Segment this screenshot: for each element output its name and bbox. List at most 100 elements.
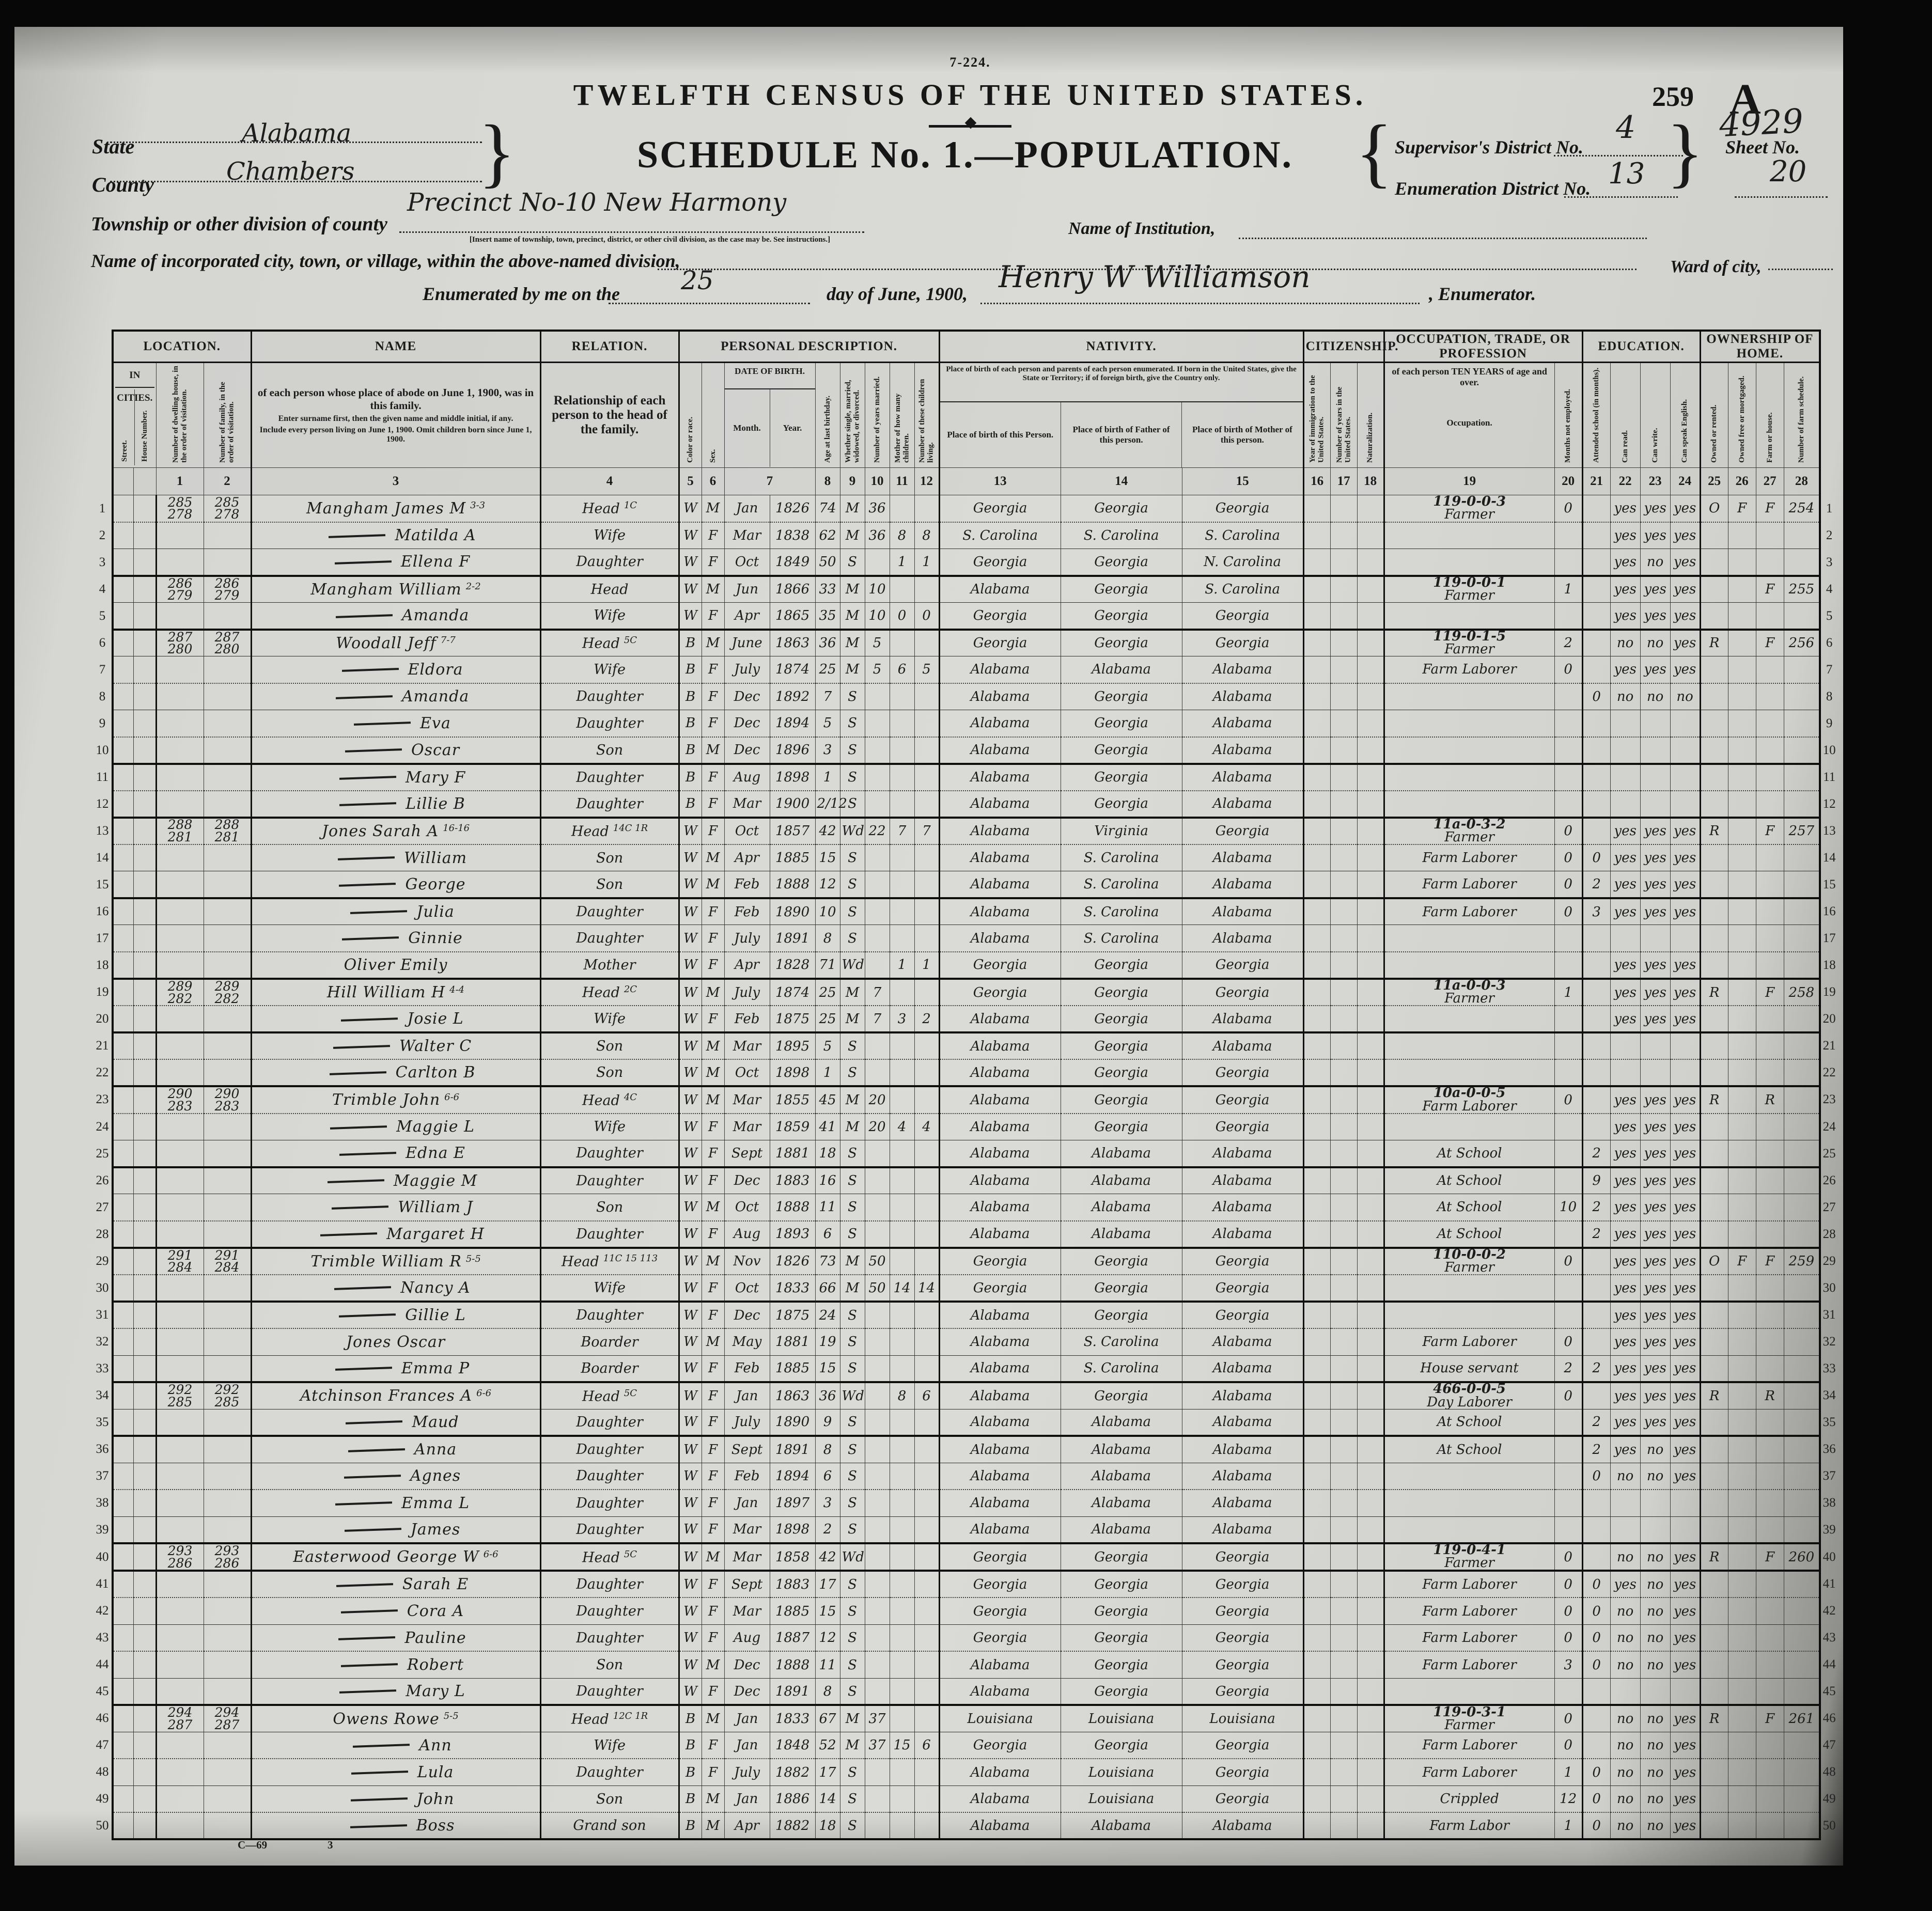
- cell-pb: Alabama: [938, 844, 1061, 872]
- cell-rel: Wife: [539, 656, 679, 684]
- cell-ma: S: [839, 737, 865, 765]
- cell-cl: [914, 1758, 940, 1786]
- table-row: 26 Maggie M Daughter W F Dec 1883 16 S Alabama Ala…: [93, 1167, 1837, 1195]
- cell-yr: 1875: [769, 1005, 816, 1034]
- cell-occ: [1383, 710, 1555, 738]
- census-table: LOCATION. NAME RELATION. PERSONAL DESCRI…: [93, 330, 1837, 1841]
- cell-ym: 37: [864, 1704, 890, 1732]
- relation-annotation: 4C: [624, 1091, 637, 1103]
- cell-rd: no: [1610, 1812, 1641, 1841]
- cell-occ: Farm Laborer: [1383, 1597, 1555, 1625]
- cell-wr: no: [1640, 1624, 1671, 1652]
- table-row: 48 Lula Daughter B F July 1882 17 S Alabama Louisi…: [93, 1758, 1837, 1786]
- row-number-right: 19: [1822, 985, 1836, 999]
- cell-fh: [1755, 1624, 1784, 1652]
- row-number-left: 3: [99, 555, 106, 569]
- cell-age: 3: [815, 737, 840, 765]
- cell-fam: 290 283: [203, 1086, 252, 1114]
- cell-fh: [1755, 951, 1784, 980]
- cell-nat: [1357, 1382, 1384, 1409]
- cell-fam: 286 279: [203, 575, 252, 603]
- col-can-write: Can write.: [1640, 362, 1671, 468]
- cell-house: [133, 978, 157, 1007]
- cell-name: Eldora: [250, 656, 541, 684]
- cell-c: W: [678, 1274, 702, 1303]
- cell-age: 17: [815, 1570, 840, 1599]
- cell-age: 36: [815, 1382, 840, 1409]
- cell-wr: [1640, 1678, 1671, 1706]
- incorporated-label: Name of incorporated city, town, or vill…: [91, 250, 680, 271]
- table-row: 17 Ginnie Daughter W F July 1891 8 S Alabama S. Ca…: [93, 925, 1837, 952]
- cell-pb: Alabama: [938, 1328, 1061, 1356]
- institution-label: Name of Institution,: [1068, 219, 1216, 238]
- cell-mc: [889, 1462, 915, 1491]
- cell-en: [1670, 1059, 1701, 1088]
- ditto-mark: [344, 1528, 401, 1532]
- cell-street: [112, 656, 134, 684]
- cell-fs: 258: [1783, 978, 1821, 1007]
- cell-house: [133, 1274, 157, 1303]
- cell-fs: [1783, 898, 1821, 926]
- cell-yr: 1900: [769, 790, 816, 819]
- cell-house: [133, 1086, 157, 1114]
- cell-yr: 1898: [769, 1516, 816, 1545]
- cell-s: M: [701, 1247, 725, 1276]
- cell-yus: [1330, 1220, 1358, 1249]
- cell-yus: [1330, 817, 1358, 845]
- cell-pm: Georgia: [1181, 1301, 1304, 1329]
- col-school: Attended school (in months).: [1581, 362, 1611, 468]
- cell-pm: Georgia: [1181, 1678, 1304, 1706]
- cell-cl: [914, 1785, 940, 1813]
- cell-c: B: [678, 683, 702, 710]
- cell-nat: [1357, 737, 1384, 765]
- cell-house: [133, 1140, 157, 1168]
- cell-rd: no: [1610, 1597, 1641, 1625]
- cell-mc: 1: [889, 549, 915, 577]
- cell-age: 6: [815, 1220, 840, 1249]
- cell-dw: [155, 683, 204, 710]
- cell-pb: Alabama: [938, 817, 1061, 845]
- cell-mc: [889, 1408, 915, 1437]
- cell-pf: Georgia: [1060, 1678, 1182, 1706]
- cell-pb: Georgia: [938, 1597, 1061, 1625]
- cell-ym: [864, 1328, 890, 1356]
- cell-pm: Georgia: [1181, 495, 1304, 523]
- col-years-in-us: Number of years in the United States.: [1330, 362, 1358, 468]
- cell-me: [1554, 549, 1583, 577]
- cell-name: Anna: [250, 1435, 541, 1463]
- cell-dw: [155, 1355, 204, 1384]
- cell-fm: [1727, 898, 1756, 926]
- cell-yus: [1330, 575, 1358, 603]
- row-number-left: 28: [96, 1227, 109, 1241]
- cell-pf: Georgia: [1060, 1570, 1182, 1599]
- cell-pf: S. Carolina: [1060, 1355, 1182, 1384]
- cell-dw: [155, 1408, 204, 1437]
- ward-rule: [1768, 269, 1833, 270]
- group-name: NAME: [250, 330, 541, 363]
- cell-mc: [889, 1220, 915, 1249]
- cell-ow: [1699, 871, 1728, 899]
- cell-cl: [914, 575, 940, 603]
- row-number-right: 4: [1826, 582, 1833, 596]
- table-row: 20 Josie L Wife W F Feb 1875 25 M 7 3 2 Alabama Georg…: [93, 1005, 1837, 1034]
- cell-mc: [889, 1678, 915, 1706]
- table-row: 50 Boss Grand son B M Apr 1882 18 S Alabama Alabam…: [93, 1812, 1837, 1841]
- cell-rd: [1610, 1059, 1641, 1088]
- cell-s: F: [701, 1005, 725, 1034]
- cell-pf: Alabama: [1060, 1489, 1182, 1517]
- row-number-right: 15: [1822, 877, 1836, 891]
- cell-fs: 259: [1783, 1247, 1821, 1276]
- cell-fm: [1727, 1032, 1756, 1060]
- cell-age: 41: [815, 1113, 840, 1141]
- cell-at: [1581, 1704, 1611, 1732]
- cell-fh: [1755, 1301, 1784, 1329]
- cell-mo: Sept: [724, 1435, 770, 1463]
- cell-occ: At School: [1383, 1408, 1555, 1437]
- cell-im: [1302, 656, 1331, 684]
- cell-fh: F: [1755, 575, 1784, 603]
- cell-mo: Mar: [724, 1597, 770, 1625]
- cell-c: W: [678, 1032, 702, 1060]
- cell-dw: [155, 1597, 204, 1625]
- cell-yr: 1875: [769, 1301, 816, 1329]
- cell-fh: [1755, 1597, 1784, 1625]
